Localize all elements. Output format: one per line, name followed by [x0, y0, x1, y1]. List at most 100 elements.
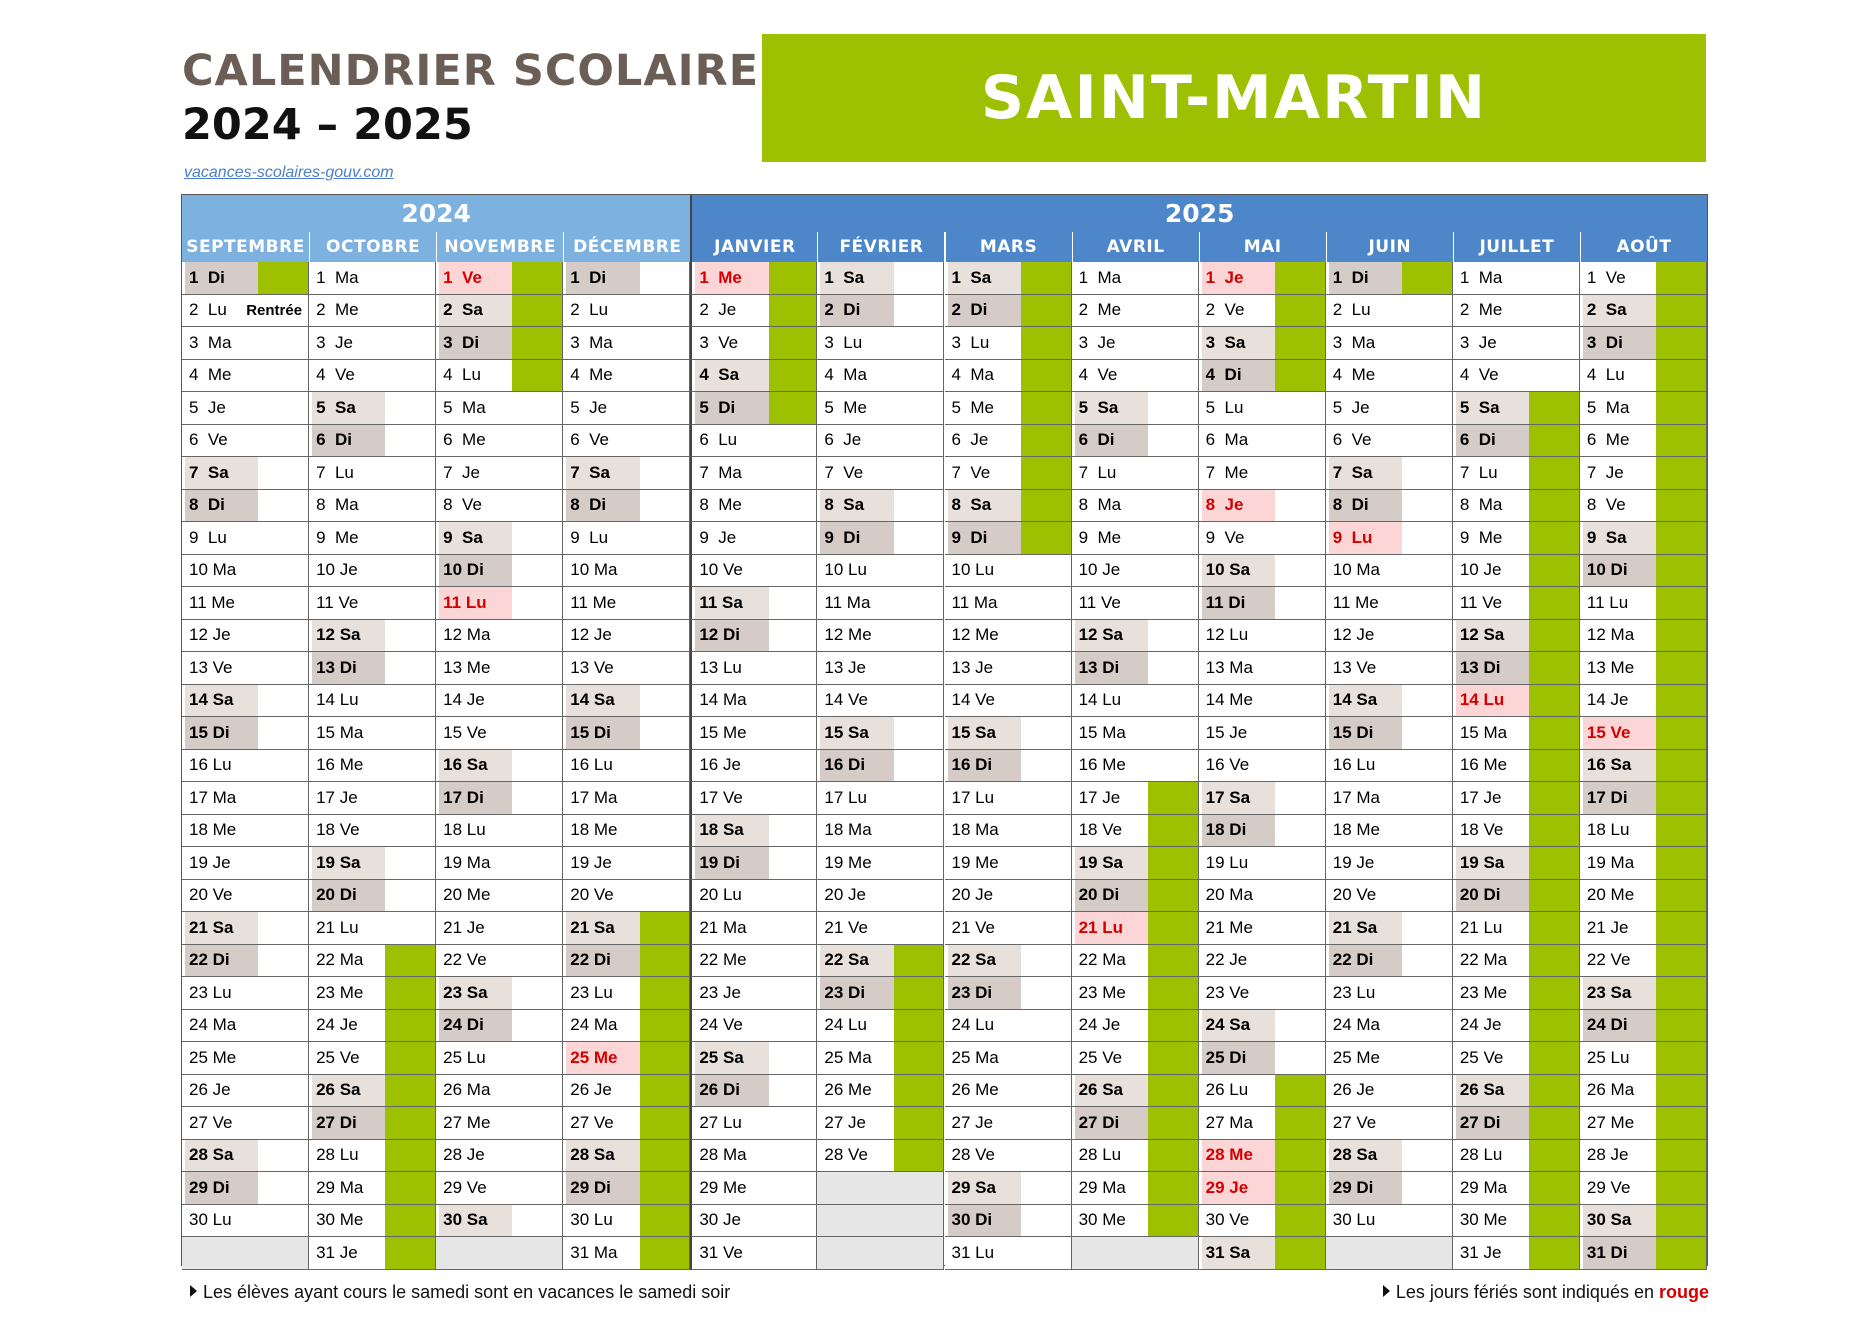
day-cell: 18 Me — [182, 814, 310, 847]
day-label: 22 Ma — [316, 950, 364, 970]
day-label: 26 Me — [824, 1080, 872, 1100]
day-cell: 30 Je — [690, 1204, 818, 1237]
day-cell: 23 Je — [690, 977, 818, 1010]
day-label: 5 Ma — [443, 397, 486, 417]
day-label: 19 Sa — [312, 847, 386, 879]
day-cell: 27 Je — [817, 1107, 945, 1140]
day-cell: 18 Di — [1198, 814, 1326, 847]
day-label: 12 Sa — [1074, 619, 1148, 651]
day-cell: 3 Lu — [944, 327, 1072, 360]
day-label: 8 Me — [699, 495, 742, 515]
day-cell: 22 Ma — [309, 944, 437, 977]
day-cell: 9 Me — [1071, 522, 1199, 555]
vacation-marker — [1656, 392, 1706, 424]
day-label: 6 Ve — [1332, 430, 1372, 450]
footer-left-text: Les élèves ayant cours le samedi sont en… — [203, 1282, 731, 1302]
day-cell: 23 Lu — [563, 977, 691, 1010]
day-cell: 23 Lu — [1325, 977, 1453, 1010]
vacation-marker — [1529, 749, 1579, 781]
day-label: 21 Sa — [185, 912, 259, 944]
day-label: 5 Je — [189, 397, 226, 417]
day-label: 11 Me — [570, 592, 617, 612]
day-cell: 7 Me — [1198, 457, 1326, 490]
day-label: 23 Lu — [1332, 982, 1376, 1002]
day-cell: 2 Di — [817, 294, 945, 327]
day-cell: 18 Lu — [436, 814, 564, 847]
day-label: 19 Ma — [443, 852, 491, 872]
vacation-marker — [639, 1074, 690, 1106]
day-label: 14 Sa — [185, 684, 259, 716]
day-cell: 29 Di — [563, 1172, 691, 1205]
month-header: MARS — [944, 232, 1072, 262]
day-cell: 8 Di — [182, 489, 310, 522]
day-cell: 27 Ma — [1198, 1107, 1326, 1140]
source-link[interactable]: vacances-scolaires-gouv.com — [184, 164, 394, 181]
day-label: 20 Me — [1586, 885, 1635, 905]
day-cell: 7 Sa — [563, 457, 691, 490]
day-label: 6 Je — [824, 430, 862, 450]
day-cell: 27 Di — [309, 1107, 437, 1140]
day-cell: 9 Di — [817, 522, 945, 555]
month-header: JUIN — [1325, 232, 1453, 262]
day-cell: 11 Di — [1198, 587, 1326, 620]
day-label: 25 Ma — [951, 1047, 999, 1067]
vacation-marker — [512, 327, 563, 359]
day-label: 15 Ma — [1459, 722, 1508, 742]
day-cell: 12 Sa — [1071, 619, 1199, 652]
day-cell: 12 Sa — [309, 619, 437, 652]
day-cell: 23 Ve — [1198, 977, 1326, 1010]
vacation-marker — [768, 294, 817, 326]
vacation-marker — [1147, 977, 1198, 1009]
day-cell: 25 Ve — [1071, 1042, 1199, 1075]
day-cell: 9 Sa — [436, 522, 564, 555]
day-label: 7 Me — [1205, 462, 1249, 482]
day-cell: 8 Me — [690, 489, 818, 522]
vacation-marker — [1020, 392, 1071, 424]
day-label: 12 Me — [824, 625, 872, 645]
day-cell: 21 Sa — [563, 912, 691, 945]
day-cell: 3 Lu — [817, 327, 945, 360]
day-cell: 16 Di — [817, 749, 945, 782]
day-label: 17 Ma — [1332, 787, 1380, 807]
day-cell: 14 Je — [1579, 684, 1707, 717]
day-label: 6 Me — [1586, 430, 1630, 450]
day-label: 9 Lu — [570, 527, 609, 547]
day-cell: 8 Sa — [944, 489, 1072, 522]
day-cell: 20 Ve — [182, 879, 310, 912]
day-cell: 8 Je — [1198, 489, 1326, 522]
day-cell: 4 Ve — [1071, 359, 1199, 392]
vacation-marker — [1656, 1107, 1706, 1139]
empty-day-cell — [182, 1237, 310, 1270]
day-cell: 22 Di — [1325, 944, 1453, 977]
day-label: 2 Di — [820, 294, 894, 326]
empty-day-cell — [817, 1237, 945, 1270]
day-cell: 10 Je — [309, 554, 437, 587]
day-label: 23 Me — [1078, 982, 1126, 1002]
day-label: 8 Di — [1328, 489, 1402, 521]
day-cell: 14 Me — [1198, 684, 1326, 717]
day-label: 29 Je — [1201, 1172, 1275, 1204]
day-cell: 5 Ma — [1579, 392, 1707, 425]
day-label: 9 Ve — [1205, 527, 1245, 547]
vacation-marker — [893, 1074, 944, 1106]
vacation-marker — [1147, 782, 1198, 814]
day-cell: 15 Sa — [817, 717, 945, 750]
vacation-marker — [1656, 587, 1706, 619]
day-label: 7 Ve — [824, 462, 864, 482]
day-label: 20 Ve — [570, 885, 614, 905]
day-label: 25 Ve — [1078, 1047, 1123, 1067]
vacation-marker — [385, 1107, 436, 1139]
vacation-marker — [1656, 1139, 1706, 1171]
day-cell: 7 Lu — [1071, 457, 1199, 490]
day-cell: 13 Di — [309, 652, 437, 685]
day-cell: 26 Me — [817, 1074, 945, 1107]
day-cell: 15 Sa — [944, 717, 1072, 750]
day-label: 6 Ve — [189, 430, 228, 450]
day-label: 9 Di — [947, 522, 1021, 554]
day-label: 12 Lu — [1205, 625, 1249, 645]
day-label: 24 Ma — [570, 1015, 618, 1035]
day-cell: 25 Me — [1325, 1042, 1453, 1075]
day-cell: 5 Je — [563, 392, 691, 425]
day-cell: 23 Me — [1071, 977, 1199, 1010]
day-cell: 1 Ma — [1071, 262, 1199, 295]
